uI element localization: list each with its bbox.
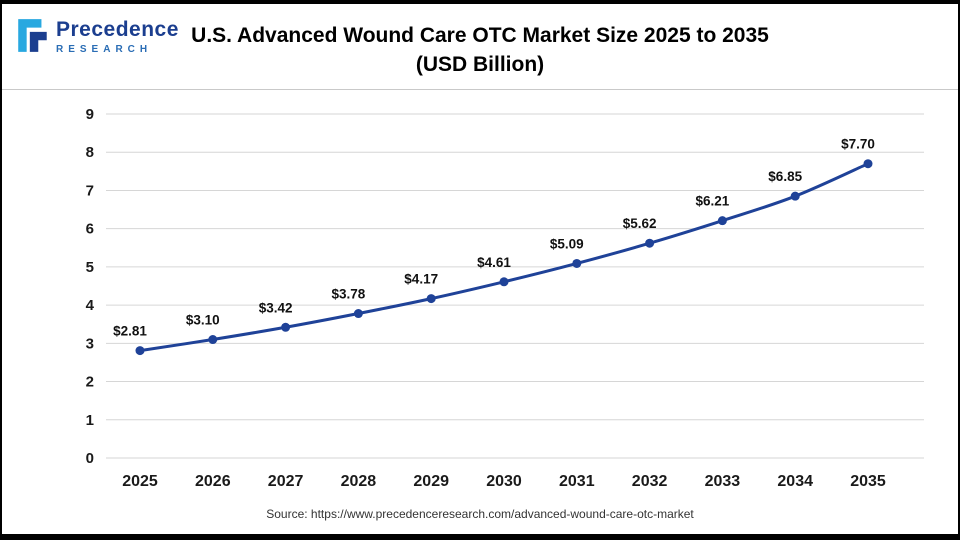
x-tick-label: 2033 [705,473,741,490]
y-tick-label: 5 [86,259,94,276]
y-tick-label: 2 [86,374,94,391]
data-point [208,335,218,345]
source-row: Source: https://www.precedenceresearch.c… [2,494,958,534]
y-tick-label: 3 [86,335,94,352]
data-label: $3.78 [332,287,366,302]
data-point [572,258,582,268]
data-label: $4.61 [477,255,511,270]
logo-mark-icon [18,19,47,52]
y-tick-label: 6 [86,221,94,238]
data-point [353,309,363,319]
data-point [499,277,509,287]
y-tick-label: 4 [86,297,95,314]
data-point [863,159,873,169]
x-tick-label: 2029 [413,473,449,490]
x-tick-label: 2026 [195,473,231,490]
precedence-research-logo: Precedence RESEARCH [16,16,179,55]
x-tick-label: 2030 [486,473,522,490]
data-label: $2.81 [113,324,147,339]
logo-name: Precedence [56,18,179,41]
source-text: Source: https://www.precedenceresearch.c… [266,507,694,521]
x-tick-label: 2031 [559,473,595,490]
x-tick-label: 2034 [777,473,813,490]
chart-area: 0 1 2 3 4 5 6 7 8 9 2025 2026 2027 2028 2029 2030 2031 20… [2,90,958,494]
x-tick-label: 2027 [268,473,304,490]
data-label: $7.70 [841,137,875,152]
data-label: $6.85 [768,169,802,184]
data-label: $5.09 [550,236,584,251]
data-label: $5.62 [623,216,657,231]
x-tick-label: 2028 [341,473,377,490]
y-tick-label: 8 [86,144,94,161]
data-label: $4.17 [404,272,438,287]
y-tick-label: 0 [86,450,94,467]
data-point [426,294,436,304]
data-point [717,216,727,226]
y-tick-label: 7 [86,182,94,199]
x-tick-label: 2035 [850,473,886,490]
y-tick-label: 9 [86,106,94,123]
y-tick-label: 1 [86,412,94,429]
header: Precedence RESEARCH U.S. Advanced Wound … [2,4,958,90]
data-point [645,238,655,248]
logo-text: Precedence RESEARCH [56,16,179,55]
data-point [135,346,145,356]
data-point [790,191,800,201]
data-label: $3.10 [186,313,220,328]
chart-title-line1: U.S. Advanced Wound Care OTC Market Size… [191,23,769,47]
chart-title: U.S. Advanced Wound Care OTC Market Size… [2,4,958,89]
data-label: $3.42 [259,300,293,315]
logo-subname: RESEARCH [56,44,153,56]
data-label: $6.21 [696,194,730,209]
chart-title-line2: (USD Billion) [415,52,545,76]
x-tick-label: 2032 [632,473,668,490]
x-tick-label: 2025 [122,473,158,490]
data-point [281,322,291,332]
line-chart: 0 1 2 3 4 5 6 7 8 9 2025 2026 2027 2028 2029 2030 2031 20… [86,106,924,490]
